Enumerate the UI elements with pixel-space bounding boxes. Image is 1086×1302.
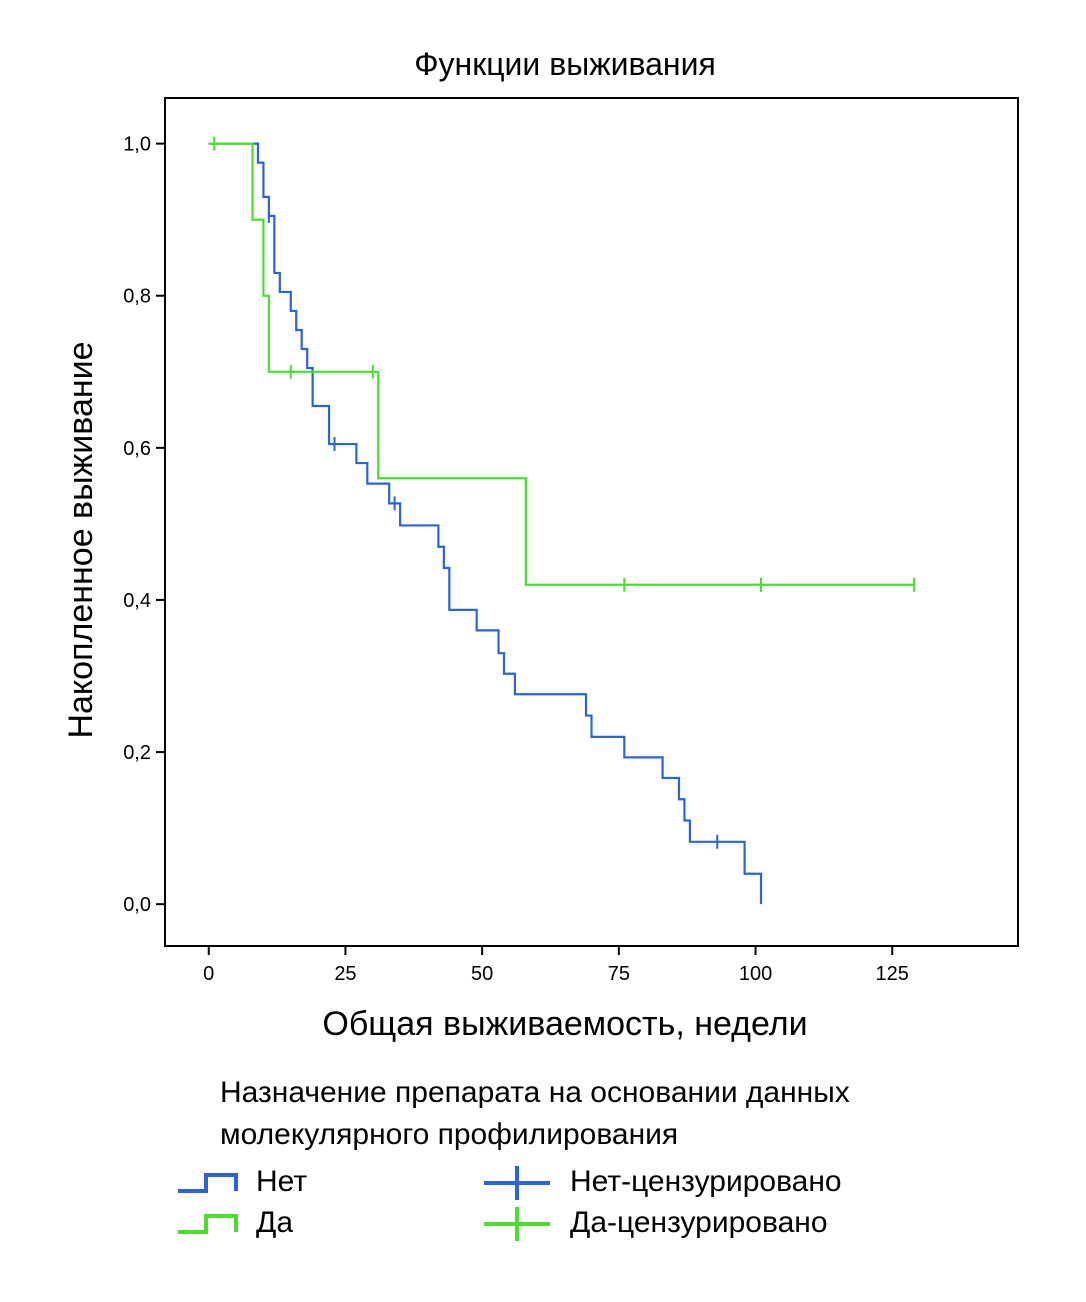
y-tick-label: 0,0 bbox=[123, 894, 151, 916]
x-axis: 0 25 50 75 100 125 bbox=[203, 946, 909, 985]
y-tick-label: 0,2 bbox=[123, 742, 151, 764]
legend-swatch-step-1 bbox=[178, 1214, 238, 1234]
y-axis-label: Накопленное выживание bbox=[62, 341, 100, 738]
y-tick-label: 0,8 bbox=[123, 286, 151, 308]
y-tick-label: 0,4 bbox=[123, 590, 151, 612]
x-tick-label: 100 bbox=[739, 963, 772, 985]
x-tick-label: 50 bbox=[471, 963, 493, 985]
x-axis-label: Общая выживаемость, недели bbox=[322, 1005, 807, 1043]
y-tick-label: 1,0 bbox=[123, 134, 151, 156]
plot-frame bbox=[164, 97, 1019, 947]
series-layer bbox=[208, 136, 916, 905]
x-tick-label: 125 bbox=[876, 963, 909, 985]
legend-swatch-step-0 bbox=[178, 1173, 238, 1193]
x-tick-label: 25 bbox=[334, 963, 356, 985]
series-line-net bbox=[208, 142, 763, 905]
x-tick-label: 0 bbox=[203, 963, 214, 985]
series-line-da bbox=[208, 142, 915, 586]
x-tick-label: 75 bbox=[608, 963, 630, 985]
y-axis: 0,0 0,2 0,4 0,6 0,8 1,0 bbox=[123, 134, 165, 916]
legend-swatches bbox=[178, 1166, 550, 1241]
chart-title: Функции выживания bbox=[414, 46, 716, 82]
y-tick-label: 0,6 bbox=[123, 438, 151, 460]
